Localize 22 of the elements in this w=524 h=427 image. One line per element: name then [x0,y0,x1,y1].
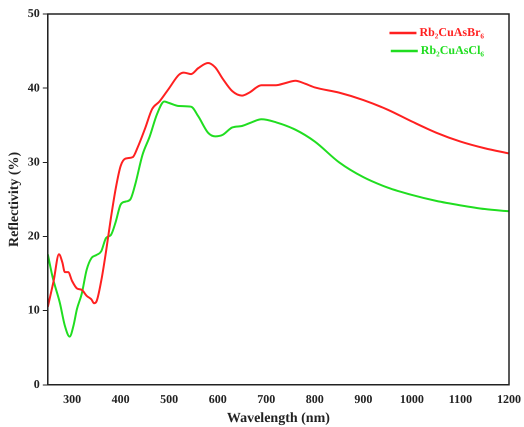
x-tick-label: 600 [208,392,227,406]
line-series [48,100,509,338]
legend-label: Rb₂CuAsCl₆ [420,43,484,58]
y-axis-title: Reflectivity (%) [7,151,22,248]
y-tick-label: 50 [28,6,40,20]
y-tick-label: 30 [28,154,40,168]
x-axis-title: Wavelength (nm) [226,411,330,426]
y-tick-label: 20 [28,228,40,243]
y-tick-label: 0 [34,376,40,391]
x-tick-label: 800 [306,392,324,406]
y-tick-label: 40 [28,80,40,94]
legend-label: Rb₂CuAsBr₆ [419,25,484,40]
x-tick-label: 500 [160,392,178,406]
x-tick-label: 1200 [497,392,521,406]
x-tick-label: 400 [112,392,130,406]
x-tick-label: 1000 [400,392,424,406]
y-tick-label: 10 [28,302,40,317]
x-tick-label: 900 [354,392,372,406]
x-tick-label: 1100 [448,392,472,406]
x-tick-label: 700 [257,392,276,406]
x-tick-label: 300 [63,392,82,406]
line-series [48,62,509,308]
